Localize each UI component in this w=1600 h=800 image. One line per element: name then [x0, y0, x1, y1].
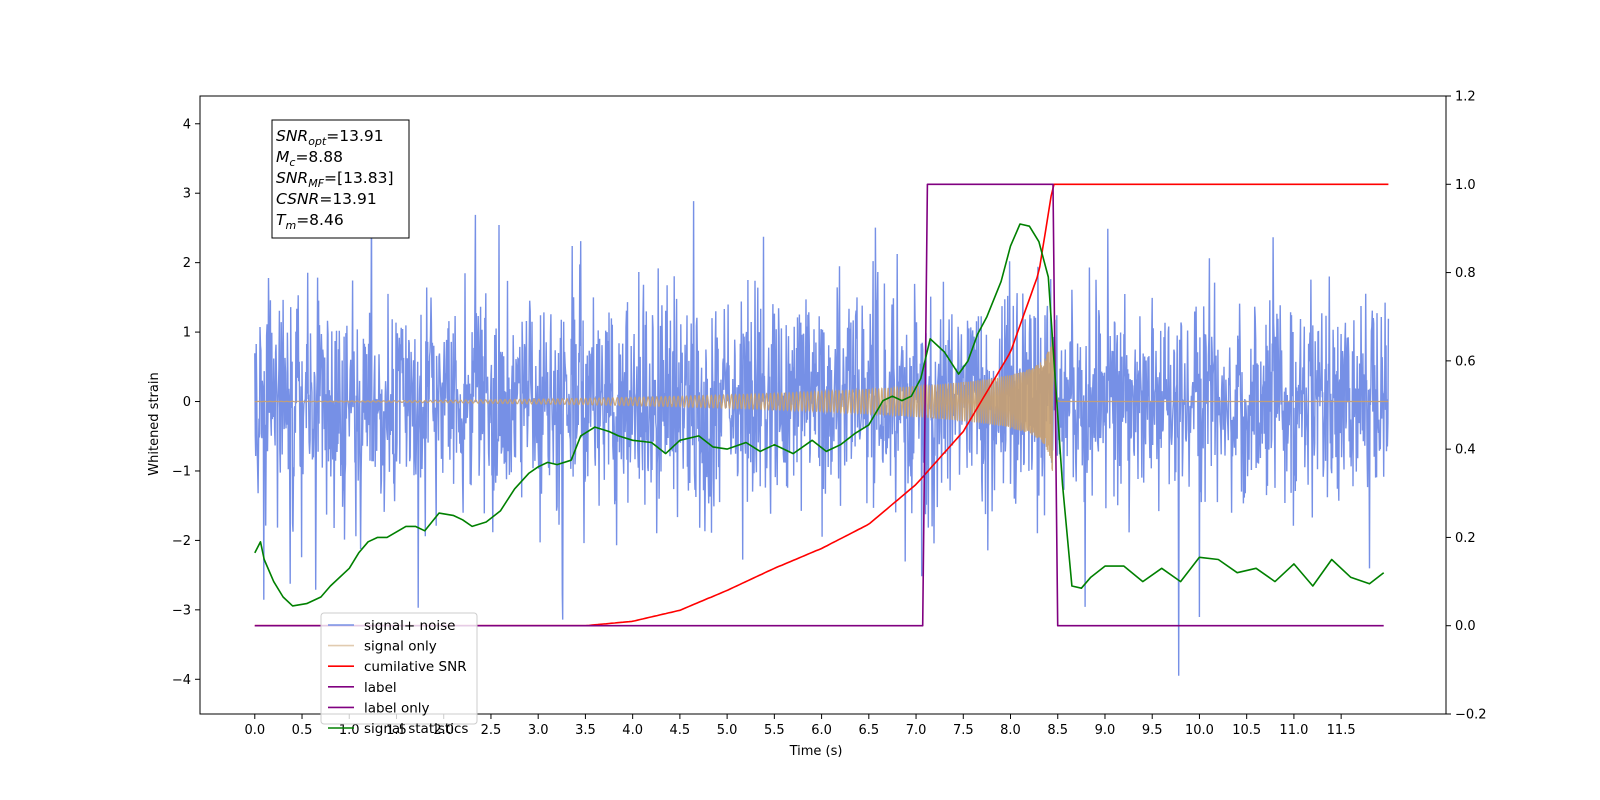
- series-signal-statistics-line: [254, 223, 1385, 607]
- legend-entry-label: signal+ noise: [364, 618, 455, 634]
- y-left-tick-label: −2: [172, 534, 191, 549]
- y-axis-label: Whitened strain: [147, 372, 162, 475]
- y-right-tick-label: 0.4: [1455, 443, 1476, 458]
- y-left-tick-label: 1: [183, 326, 191, 341]
- y-left-tick-label: −4: [172, 673, 191, 688]
- x-tick-label: 6.0: [811, 723, 832, 738]
- x-tick-label: 10.0: [1185, 723, 1214, 738]
- y-left-tick-label: −3: [172, 603, 191, 618]
- x-tick-label: 4.0: [622, 723, 643, 738]
- x-tick-label: 8.5: [1047, 723, 1068, 738]
- y-right-tick-label: 0.6: [1455, 354, 1476, 369]
- x-tick-label: 6.5: [858, 723, 879, 738]
- x-tick-label: 3.0: [528, 723, 549, 738]
- plot-frame: [199, 95, 1447, 715]
- legend-entry-label: signal statistics: [364, 721, 468, 737]
- x-tick-label: 2.0: [433, 723, 454, 738]
- x-tick-label: 1.5: [386, 723, 407, 738]
- series-signal-only-line: [254, 332, 1389, 471]
- y-left-tick-label: 0: [183, 395, 191, 410]
- x-tick-label: 11.0: [1279, 723, 1308, 738]
- annotation-line: Tm=8.46: [276, 211, 344, 232]
- y-left-tick-label: 3: [183, 187, 191, 202]
- x-tick-label: 7.5: [953, 723, 974, 738]
- x-tick-label: 0.5: [292, 723, 313, 738]
- x-tick-label: 11.5: [1327, 723, 1356, 738]
- y-right-tick-label: 0.8: [1455, 266, 1476, 281]
- y-left-tick-label: 2: [183, 256, 191, 271]
- y-right-tick-label: 0.0: [1455, 619, 1476, 634]
- x-tick-label: 2.5: [481, 723, 502, 738]
- legend-entry-label: label only: [364, 700, 430, 716]
- legend-frame: [320, 612, 478, 725]
- legend-entry-label: signal only: [364, 639, 437, 655]
- x-tick-label: 9.0: [1095, 723, 1116, 738]
- legend-entry-label: label: [364, 680, 397, 696]
- x-tick-label: 1.0: [339, 723, 360, 738]
- x-tick-label: 7.0: [906, 723, 927, 738]
- annotation-line: SNRopt=13.91: [276, 127, 384, 148]
- x-tick-label: 0.0: [244, 723, 265, 738]
- y-left-tick-label: 4: [183, 117, 191, 132]
- x-tick-label: 3.5: [575, 723, 596, 738]
- x-axis-label: Time (s): [789, 744, 843, 759]
- annotation-line: CSNR=13.91: [276, 190, 377, 208]
- y-left-tick-label: −1: [172, 464, 191, 479]
- legend: signal+ noise signal only cumilative SNR la…: [320, 612, 478, 737]
- x-tick-label: 5.0: [717, 723, 738, 738]
- x-tick-label: 8.0: [1000, 723, 1021, 738]
- annotation-line: SNRMF=[13.83]: [276, 169, 394, 190]
- x-tick-label: 4.5: [670, 723, 691, 738]
- annotation-line: Mc=8.88: [276, 148, 343, 169]
- y-right-tick-label: −0.2: [1455, 708, 1487, 723]
- series-label-line: [254, 183, 1384, 627]
- axes: 0.0 0.5 1.0 1.5 2.0 2.5 3.0 3.5 4.0 4.5 5.0 5.5 6.0 6…: [172, 90, 1487, 739]
- y-right-tick-label: 0.2: [1455, 531, 1476, 546]
- legend-entry-label: cumilative SNR: [364, 659, 467, 675]
- y-right-tick-label: 1.0: [1455, 178, 1476, 193]
- y-right-tick-label: 1.2: [1455, 90, 1476, 105]
- annotation-frame: [271, 119, 410, 239]
- x-tick-label: 9.5: [1142, 723, 1163, 738]
- series-signal-noise-line: [254, 193, 1390, 676]
- x-tick-label: 10.5: [1232, 723, 1261, 738]
- annotation-box: SNRopt=13.91Mc=8.88SNRMF=[13.83]CSNR=13.…: [271, 119, 410, 239]
- x-tick-label: 5.5: [764, 723, 785, 738]
